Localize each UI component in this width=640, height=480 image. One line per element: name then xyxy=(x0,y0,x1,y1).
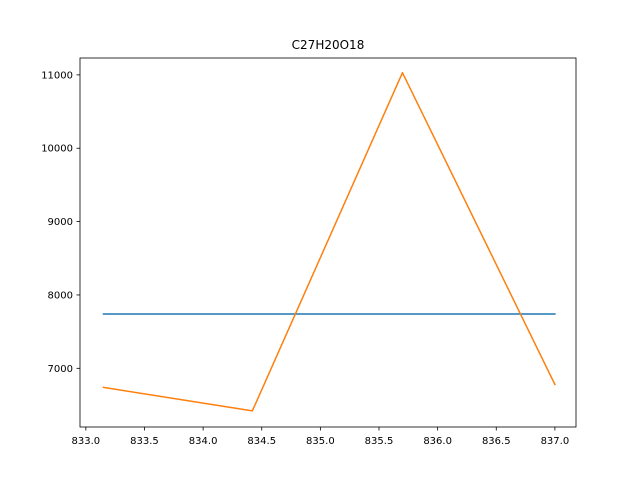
axes-frame xyxy=(79,57,577,428)
x-tick-label: 836.0 xyxy=(423,436,452,447)
y-tick-label: 8000 xyxy=(48,290,73,301)
plot-area: 833.0 833.5 834.0 834.5 835.0 835.5 836.0 836.5… xyxy=(41,57,577,447)
series-line-2 xyxy=(102,71,556,412)
y-tick-label: 11000 xyxy=(41,70,73,81)
y-tick-label: 7000 xyxy=(48,364,73,375)
x-tick-label: 835.0 xyxy=(306,436,335,447)
y-tick-label: 9000 xyxy=(48,217,73,228)
x-tick-label: 837.0 xyxy=(541,436,570,447)
x-tick-label: 835.5 xyxy=(365,436,394,447)
x-tick-label: 836.5 xyxy=(482,436,511,447)
x-tick-label: 833.5 xyxy=(130,436,159,447)
x-tick-label: 834.5 xyxy=(247,436,276,447)
x-tick-label: 834.0 xyxy=(189,436,218,447)
y-tick-label: 10000 xyxy=(41,144,73,155)
x-tick-label: 833.0 xyxy=(72,436,101,447)
chart-title: C27H20O18 xyxy=(292,38,365,52)
